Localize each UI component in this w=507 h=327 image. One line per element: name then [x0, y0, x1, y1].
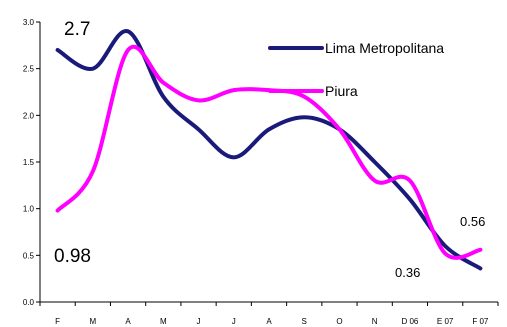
x-tick-label: S: [302, 317, 307, 326]
x-tick-label: A: [266, 317, 272, 326]
series-line-1: [55, 29, 483, 271]
y-axis-ticks: 0.0 0.5 1.0 1.5 2.0 2.5 3.0: [23, 18, 40, 307]
chart-legend: Lima Metropolitana Piura: [268, 40, 444, 99]
x-tick-label: M: [90, 317, 97, 326]
data-annotation: 0.98: [54, 246, 91, 267]
series-line-2: [55, 44, 483, 260]
x-tick-label: D 06: [401, 317, 418, 326]
x-tick-label: F: [55, 317, 60, 326]
x-axis-ticks: F M A M J J A S O N D 06 E 07 F 07: [39, 302, 499, 326]
y-tick-label: 0.5: [23, 251, 35, 260]
x-tick-label: J: [232, 317, 236, 326]
y-tick-label: 1.5: [23, 158, 35, 167]
y-tick-label: 0.0: [23, 298, 35, 307]
x-tick-label: A: [125, 317, 131, 326]
y-tick-label: 2.5: [23, 65, 35, 74]
legend-label-1: Lima Metropolitana: [325, 40, 444, 56]
y-tick-label: 3.0: [23, 18, 35, 27]
data-annotation: 2.7: [64, 19, 90, 40]
x-tick-label: M: [160, 317, 167, 326]
data-annotation: 0.36: [395, 265, 420, 280]
chart-annotations: 2.7 0.98 0.56 0.36: [54, 19, 485, 280]
y-tick-label: 1.0: [23, 205, 35, 214]
y-tick-label: 2.0: [23, 111, 35, 120]
data-annotation: 0.56: [460, 214, 485, 229]
x-tick-label: N: [372, 317, 378, 326]
x-tick-label: F 07: [472, 317, 489, 326]
legend-label-2: Piura: [325, 83, 358, 99]
x-tick-label: E 07: [437, 317, 454, 326]
x-tick-label: O: [336, 317, 342, 326]
chart-axes: [39, 22, 498, 303]
x-tick-label: J: [197, 317, 201, 326]
chart-series: [55, 29, 483, 271]
